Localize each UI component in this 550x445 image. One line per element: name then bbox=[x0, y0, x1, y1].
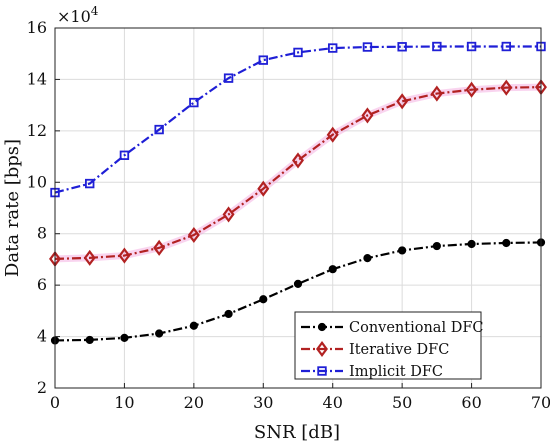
iterative-dfc-point bbox=[396, 93, 409, 110]
y-tick-label: 12 bbox=[27, 121, 47, 140]
iterative-dfc-point bbox=[153, 239, 166, 256]
implicit-dfc-point bbox=[501, 41, 511, 52]
implicit-dfc-point bbox=[328, 43, 338, 53]
y-tick-label: 2 bbox=[37, 378, 47, 397]
y-tick-label: 6 bbox=[37, 275, 47, 294]
y-tick-label: 14 bbox=[27, 69, 47, 88]
iterative-dfc-point bbox=[222, 206, 235, 223]
conventional-dfc-point bbox=[85, 335, 94, 345]
implicit-dfc-point bbox=[154, 124, 164, 135]
implicit-dfc-point bbox=[189, 97, 199, 108]
x-tick-label: 50 bbox=[392, 393, 412, 412]
implicit-dfc-point bbox=[223, 73, 234, 83]
legend-items: Conventional DFC Iterative DFC Implicit DF… bbox=[301, 320, 483, 380]
legend-label: Conventional DFC bbox=[349, 320, 483, 336]
conventional-dfc-point bbox=[502, 238, 511, 248]
legend: Conventional DFC Iterative DFC Implicit DF… bbox=[294, 311, 483, 380]
iterative-dfc-point bbox=[326, 126, 339, 143]
y-tick-label: 8 bbox=[37, 224, 47, 243]
x-tick-label: 40 bbox=[323, 393, 343, 412]
iterative-dfc-point bbox=[361, 107, 374, 124]
iterative-dfc-line bbox=[54, 86, 542, 261]
iterative-dfc-point bbox=[118, 247, 131, 264]
implicit-dfc-point bbox=[293, 47, 303, 58]
x-tick-label: 60 bbox=[461, 393, 481, 412]
x-tick-label: 0 bbox=[50, 393, 60, 412]
iterative-dfc-point bbox=[500, 79, 513, 96]
iterative-dfc-point bbox=[430, 85, 443, 102]
iterative-dfc-point bbox=[292, 152, 304, 169]
conventional-dfc-point bbox=[467, 239, 476, 249]
implicit-dfc-point bbox=[119, 150, 130, 160]
x-tick-label: 70 bbox=[531, 393, 550, 412]
iterative-dfc-point bbox=[187, 226, 200, 244]
iterative-dfc-point bbox=[465, 81, 478, 98]
implicit-dfc-point bbox=[362, 42, 373, 52]
conventional-dfc-point bbox=[398, 246, 407, 255]
implicit-dfc-line bbox=[54, 45, 541, 194]
implicit-dfc-point bbox=[466, 41, 477, 52]
legend-label: Implicit DFC bbox=[349, 364, 443, 380]
conventional-dfc-point bbox=[189, 321, 198, 330]
implicit-dfc-point bbox=[432, 41, 442, 52]
conventional-dfc-point bbox=[120, 333, 129, 342]
iterative-dfc-point bbox=[83, 249, 96, 266]
implicit-dfc-point bbox=[258, 55, 268, 65]
implicit-dfc-series bbox=[50, 41, 546, 198]
plot-frame bbox=[54, 27, 542, 389]
conventional-dfc-point bbox=[363, 254, 372, 263]
y-multiplier: ×104 bbox=[57, 4, 99, 26]
y-tick-label: 16 bbox=[27, 18, 47, 37]
conventional-dfc-point bbox=[328, 265, 337, 274]
legend-marker bbox=[316, 340, 328, 358]
y-tick-label: 4 bbox=[37, 327, 47, 346]
legend-label: Iterative DFC bbox=[349, 342, 449, 358]
legend-item-implicit-dfc: Implicit DFC bbox=[301, 364, 443, 380]
conventional-dfc-line bbox=[54, 241, 542, 342]
iterative-dfc-point bbox=[257, 180, 270, 197]
implicit-dfc-point bbox=[397, 42, 407, 52]
conventional-dfc-point bbox=[259, 295, 268, 304]
series-group bbox=[49, 41, 547, 345]
legend-marker bbox=[317, 366, 327, 376]
implicit-dfc-point bbox=[85, 178, 95, 189]
x-tick-label: 30 bbox=[253, 393, 273, 412]
conventional-dfc-point bbox=[155, 329, 164, 338]
conventional-dfc-point bbox=[432, 241, 441, 251]
x-tick-label: 20 bbox=[184, 393, 204, 412]
y-axis-label: Data rate [bps] bbox=[2, 139, 23, 277]
conventional-dfc-point bbox=[293, 279, 303, 288]
legend-item-conventional-dfc: Conventional DFC bbox=[301, 320, 483, 336]
legend-marker bbox=[317, 322, 327, 332]
conventional-dfc-series bbox=[50, 238, 546, 345]
iterative-dfc-series bbox=[49, 79, 547, 267]
conventional-dfc-point bbox=[224, 309, 233, 319]
legend-item-iterative-dfc: Iterative DFC bbox=[301, 340, 449, 358]
x-axis-label: SNR [dB] bbox=[254, 422, 340, 443]
y-tick-label: 10 bbox=[27, 172, 47, 191]
x-tick-label: 10 bbox=[114, 393, 134, 412]
ticks: 0 10 20 30 40 50 60 70 2 4 6 8 10 12 14 16 bbox=[27, 18, 550, 412]
